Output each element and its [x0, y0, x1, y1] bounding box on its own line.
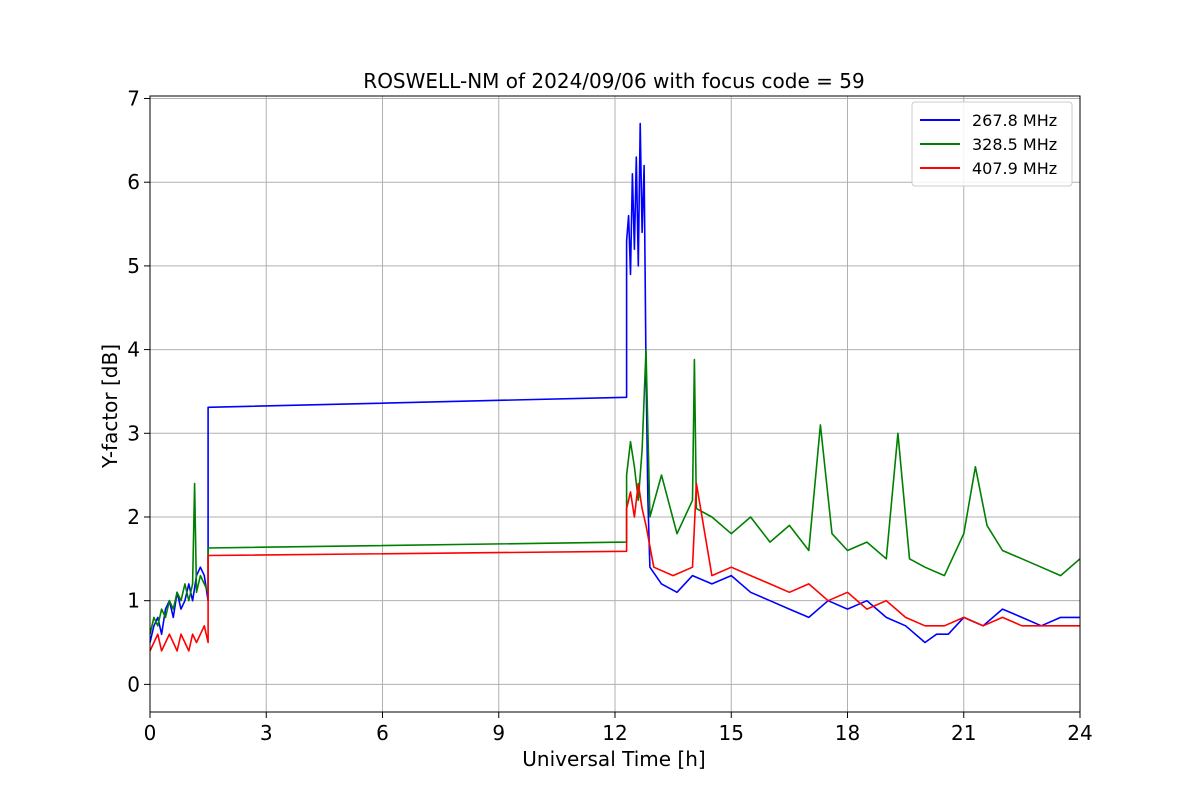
- series-line-3: [149, 482, 1080, 652]
- y-tick-label: 6: [127, 170, 140, 194]
- chart-title: ROSWELL-NM of 2024/09/06 with focus code…: [363, 69, 864, 93]
- x-tick-label: 6: [376, 721, 389, 745]
- y-tick-label: 3: [127, 421, 140, 445]
- x-tick-label: 3: [260, 721, 273, 745]
- series-line-2: [149, 348, 1081, 635]
- series-layer: [149, 122, 1081, 652]
- legend-label: 407.9 MHz: [972, 159, 1057, 178]
- grid: [149, 96, 1081, 712]
- y-tick-label: 0: [127, 672, 140, 696]
- x-tick-label: 0: [144, 721, 157, 745]
- x-tick-label: 12: [602, 721, 627, 745]
- x-tick-label: 24: [1067, 721, 1092, 745]
- series-line-1: [149, 122, 1080, 644]
- y-tick-label: 4: [127, 338, 140, 362]
- x-tick-label: 9: [492, 721, 505, 745]
- y-tick-label: 7: [127, 87, 140, 111]
- y-tick-label: 2: [127, 505, 140, 529]
- x-axis-label: Universal Time [h]: [522, 747, 705, 771]
- y-axis-label: Y-factor [dB]: [98, 344, 122, 469]
- x-tick-label: 15: [719, 721, 744, 745]
- y-tick-label: 1: [127, 589, 140, 613]
- legend: 267.8 MHz 328.5 MHz 407.9 MHz: [911, 101, 1073, 187]
- legend-label: 267.8 MHz: [972, 111, 1057, 130]
- x-tick-label: 21: [951, 721, 976, 745]
- x-tick-label: 18: [835, 721, 860, 745]
- legend-box: [911, 101, 1073, 187]
- y-tick-label: 5: [127, 254, 140, 278]
- legend-label: 328.5 MHz: [972, 135, 1057, 154]
